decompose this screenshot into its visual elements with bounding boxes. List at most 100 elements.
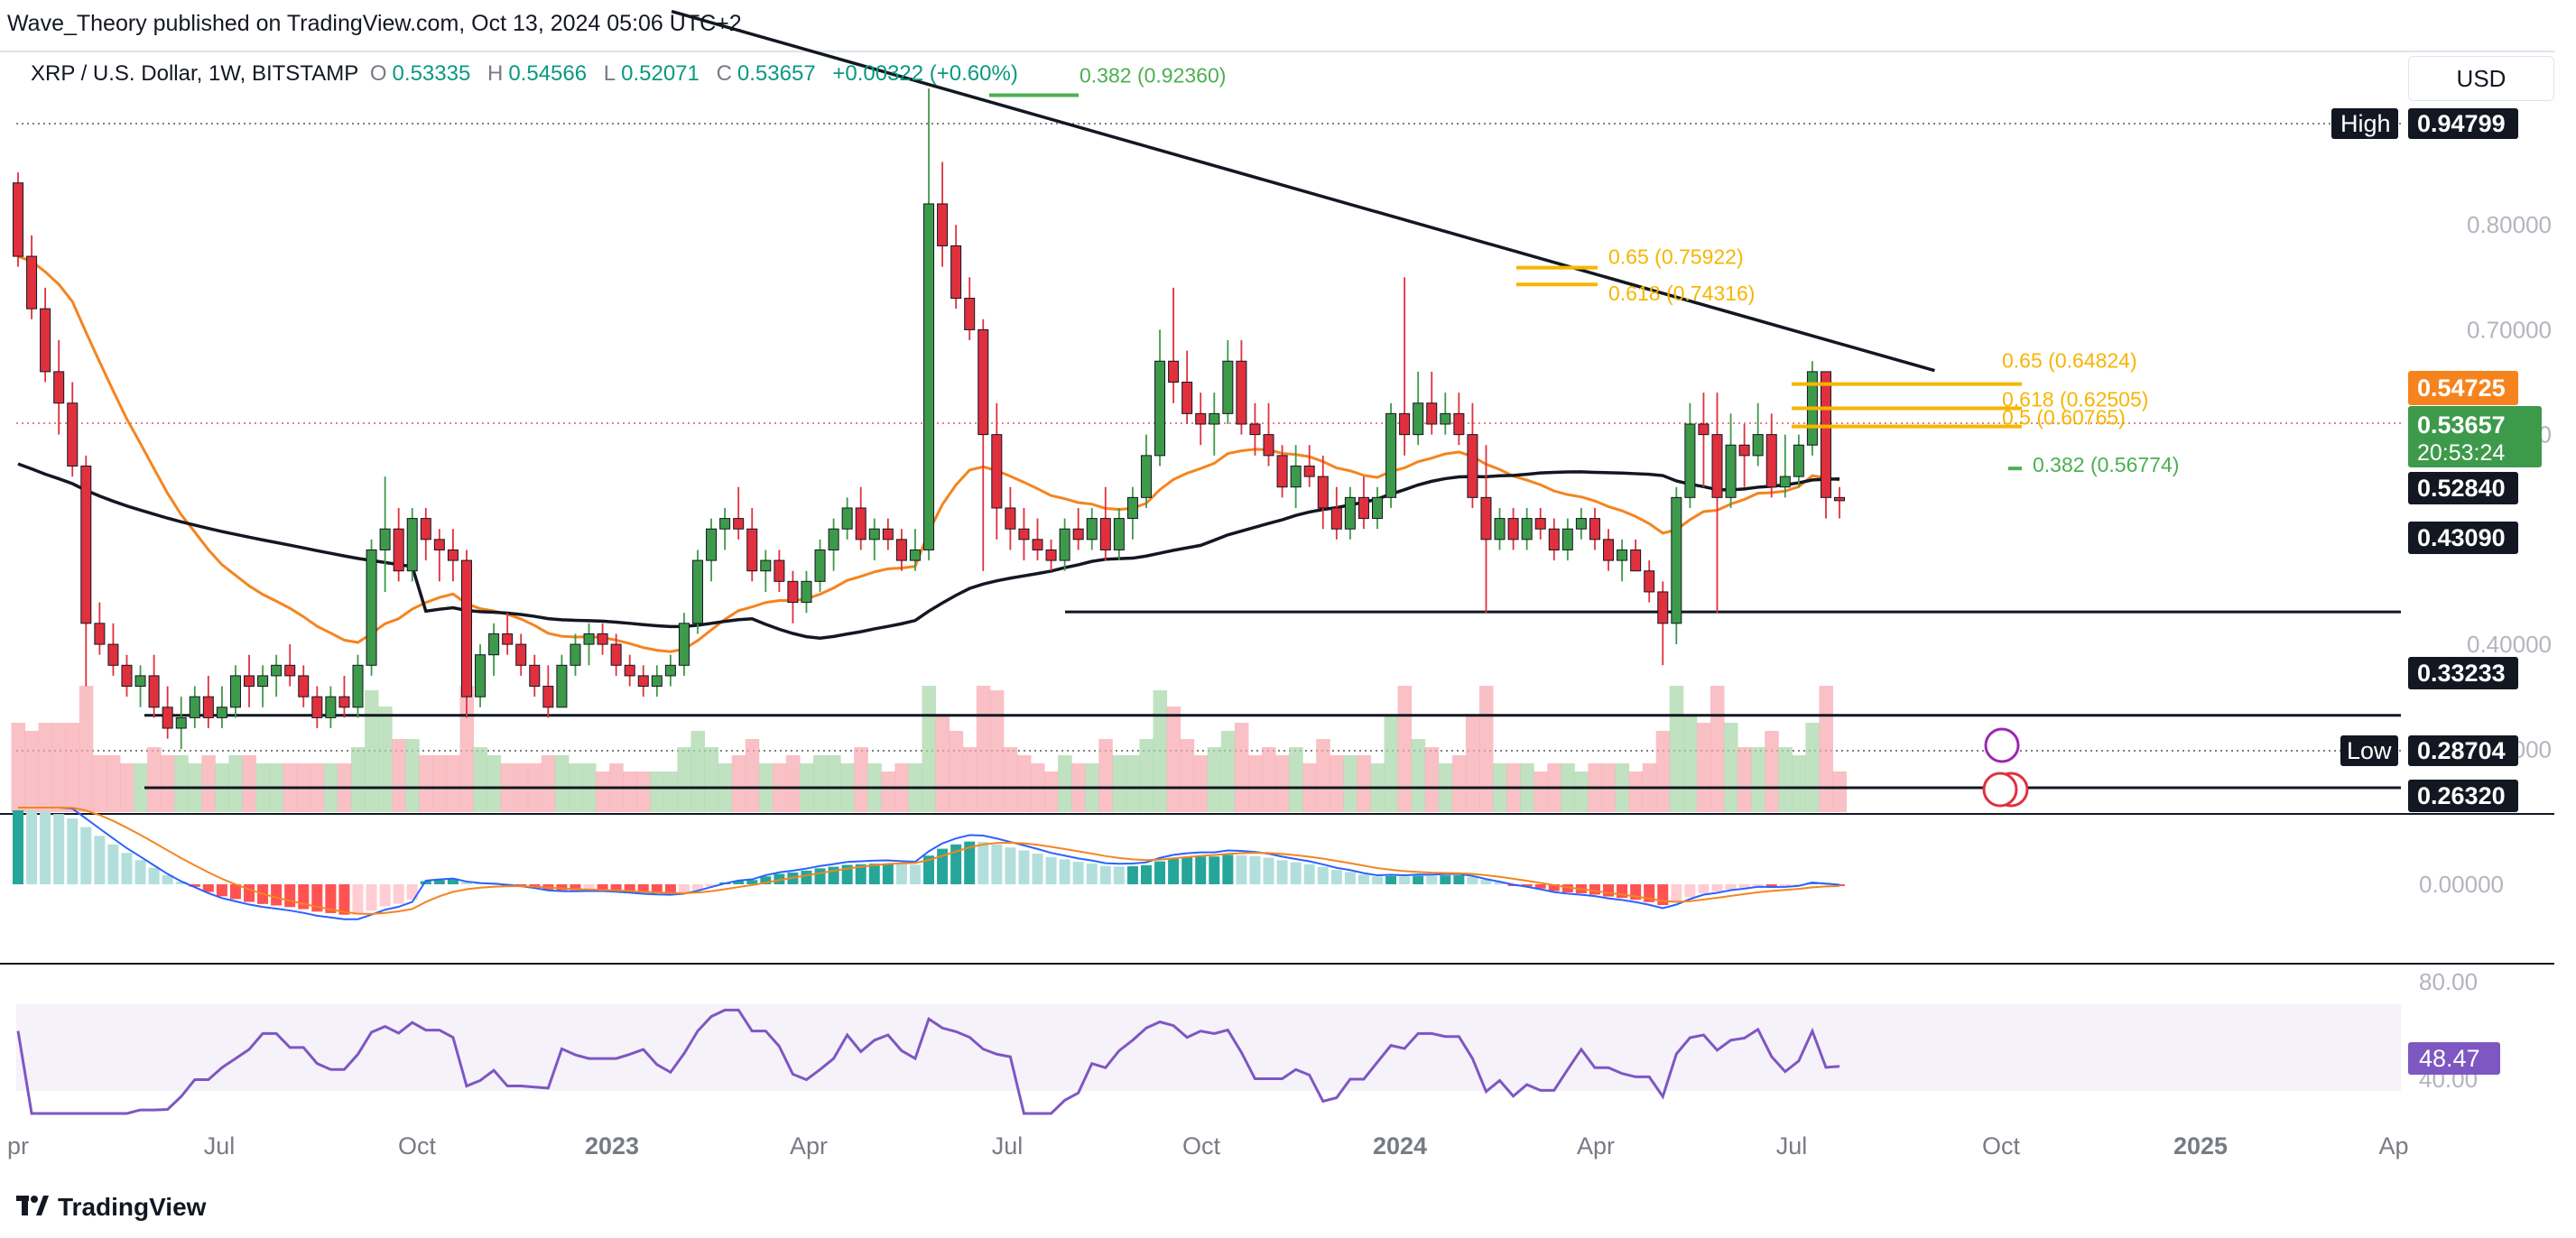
volume-bar xyxy=(785,755,801,812)
candles xyxy=(13,88,1846,750)
macd-histogram-bar xyxy=(733,881,745,884)
candle xyxy=(801,570,812,614)
x-tick-label: Apr xyxy=(1577,1132,1615,1159)
candle xyxy=(991,402,1003,540)
candle xyxy=(1032,518,1043,561)
candle-body xyxy=(1561,528,1573,550)
change-value: +0.00322 (+0.60%) xyxy=(832,61,1018,86)
support1-price-tag: 0.43090 xyxy=(2408,522,2518,554)
candle-body xyxy=(67,402,79,467)
rsi-80-label: 80.00 xyxy=(2419,968,2478,995)
volume-bar xyxy=(1126,755,1140,812)
candle-body xyxy=(189,696,200,718)
candle xyxy=(570,633,581,676)
candle xyxy=(1589,507,1600,550)
candle xyxy=(366,539,377,676)
macd-histogram-bar xyxy=(202,884,214,892)
footer-brand[interactable]: TradingView xyxy=(16,1193,206,1222)
candle xyxy=(1521,507,1533,550)
low-price-tag-text: 0.28704 xyxy=(2417,737,2506,764)
candle-body xyxy=(1209,412,1220,425)
candle-body xyxy=(1222,360,1234,414)
candle xyxy=(1657,581,1669,666)
volume-bar xyxy=(65,723,80,812)
candle xyxy=(134,665,146,707)
macd-histogram-bar xyxy=(597,884,608,891)
close-value: 0.53657 xyxy=(737,61,816,86)
volume-bar xyxy=(1574,771,1589,812)
open-label: O xyxy=(369,61,387,86)
volume-area xyxy=(11,686,1848,812)
macd-histogram-bar xyxy=(1561,884,1573,893)
candle-body xyxy=(229,675,241,708)
symbol-legend[interactable]: XRP / U.S. Dollar, 1W, BITSTAMP O 0.53335… xyxy=(31,61,1024,87)
candle-body xyxy=(1290,465,1302,488)
candle-body xyxy=(1168,360,1180,383)
macd-histogram-bar xyxy=(433,880,445,884)
candle xyxy=(40,287,51,383)
low-price-tag-bg xyxy=(2408,735,2518,766)
candle-body xyxy=(1765,434,1777,488)
candle xyxy=(1534,507,1546,540)
candle-body xyxy=(950,245,962,300)
macd-histogram-bar xyxy=(556,884,568,891)
candle-body xyxy=(706,528,718,561)
candle-body xyxy=(1453,412,1465,436)
candle-body xyxy=(719,518,731,530)
candle-body xyxy=(1534,518,1546,530)
candle xyxy=(1099,486,1111,561)
lightning-event-icon xyxy=(1984,727,2020,763)
candle xyxy=(1209,393,1220,456)
currency-button[interactable]: USD xyxy=(2408,56,2554,101)
low-label: L xyxy=(603,61,616,86)
candle-body xyxy=(1385,412,1397,498)
candle xyxy=(1290,445,1302,508)
volume-bar xyxy=(731,755,746,812)
candle xyxy=(352,654,364,718)
candle xyxy=(1494,507,1506,550)
support3-price-tag-bg xyxy=(2408,780,2518,812)
candle xyxy=(13,172,23,267)
macd-histogram-bar xyxy=(1168,858,1180,884)
candle-body xyxy=(597,633,608,645)
candle-body xyxy=(1617,549,1628,561)
candle xyxy=(1752,402,1764,467)
candle-body xyxy=(202,696,214,718)
x-tick-label: Apr xyxy=(790,1132,828,1159)
candle xyxy=(923,88,935,561)
macd-histogram-bar xyxy=(1534,884,1546,889)
candle xyxy=(257,665,269,707)
candle-body xyxy=(1494,518,1506,540)
candle xyxy=(406,507,418,582)
candle xyxy=(1793,434,1804,487)
macd-histogram-bar xyxy=(882,863,894,884)
candle-body xyxy=(53,371,65,404)
volume-bar xyxy=(1628,771,1644,812)
candle xyxy=(488,623,500,676)
candle-body xyxy=(787,580,799,604)
sma-price-tag-text: 0.52840 xyxy=(2417,475,2506,502)
ema-price-tag-bg xyxy=(2408,371,2518,405)
volume-bar xyxy=(1832,771,1848,812)
candle-body xyxy=(393,528,404,572)
macd-histogram-bar xyxy=(1140,864,1152,884)
candle-body xyxy=(1480,496,1492,540)
macd-histogram-bar xyxy=(40,810,51,884)
high-tag-bg xyxy=(2331,108,2398,139)
candle xyxy=(964,277,976,341)
candle-body xyxy=(760,559,772,572)
candle xyxy=(1426,371,1438,435)
macd-histogram-bar xyxy=(583,884,595,891)
volume-bar xyxy=(1044,771,1059,812)
candle xyxy=(1480,445,1492,614)
volume-bar xyxy=(174,755,189,812)
candle-body xyxy=(1126,496,1138,520)
last-price-value: 0.53657 xyxy=(2417,411,2506,439)
macd-histogram-bar xyxy=(379,884,391,907)
ema-price-tag-text: 0.54725 xyxy=(2417,374,2506,402)
x-tick-label: Jul xyxy=(204,1132,236,1159)
candle xyxy=(529,654,541,698)
candle xyxy=(597,623,608,655)
candle xyxy=(420,507,431,561)
